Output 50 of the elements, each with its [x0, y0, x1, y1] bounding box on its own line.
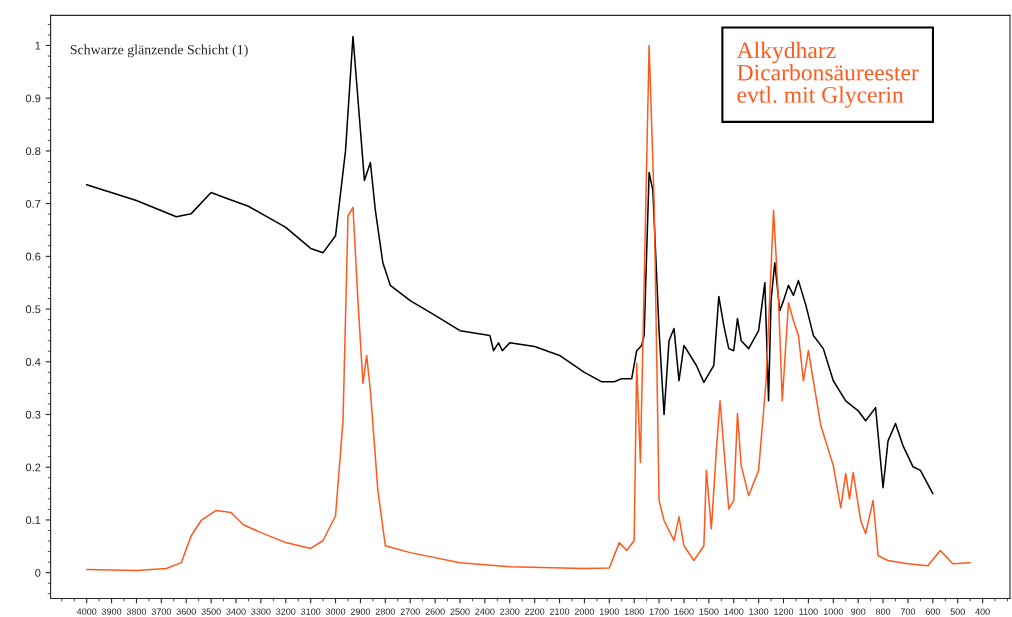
annotation: Schwarze glänzende Schicht (1) [70, 44, 248, 58]
x-tick-label: 1900 [599, 608, 619, 615]
x-tick-label: 2200 [525, 608, 545, 615]
x-tick-label: 1100 [799, 608, 818, 615]
x-tick-label: 2800 [375, 608, 396, 615]
x-tick-label: 3700 [151, 608, 172, 615]
x-tick-label: 1800 [624, 608, 644, 615]
y-tick-label: 0.6 [25, 252, 41, 261]
x-tick-label: 600 [925, 608, 941, 615]
x-tick-label: 3300 [251, 608, 271, 615]
y-tick-label: 0.9 [25, 94, 41, 103]
y-tick-label: 0.5 [25, 305, 41, 314]
x-tick-label: 1500 [699, 608, 719, 615]
x-tick-label: 3800 [126, 608, 147, 615]
x-tick-label: 800 [875, 608, 891, 615]
x-tick-label: 3000 [325, 608, 346, 615]
x-tick-label: 2700 [400, 608, 420, 615]
x-tick-label: 2300 [500, 608, 520, 615]
x-tick-label: 1200 [774, 608, 794, 615]
x-tick-label: 1600 [674, 608, 694, 615]
x-tick-label: 1400 [724, 608, 744, 615]
y-tick-label: 0.2 [25, 463, 41, 472]
x-tick-label: 3500 [201, 608, 221, 615]
x-tick-label: 3100 [300, 608, 321, 615]
x-tick-label: 3900 [101, 608, 122, 615]
x-tick-label: 1700 [649, 608, 669, 615]
y-tick-label: 0.1 [25, 516, 41, 525]
x-tick-label: 400 [975, 608, 990, 615]
x-tick-label: 1000 [823, 608, 843, 615]
x-tick-label: 4000 [76, 608, 97, 615]
x-tick-label: 2400 [475, 608, 495, 615]
x-tick-label: 2000 [574, 608, 595, 615]
x-tick-label: 3200 [276, 608, 296, 615]
x-tick-label: 3400 [226, 608, 246, 615]
y-tick-label: 0.3 [25, 410, 41, 419]
x-tick-label: 500 [950, 608, 965, 615]
annotation: Alkydharz Dicarbonsäureester evtl. mit Glycerin [736, 41, 919, 108]
y-tick-label: 1 [35, 41, 41, 50]
x-tick-label: 3600 [176, 608, 196, 615]
y-tick-label: 0 [35, 568, 41, 577]
x-tick-label: 900 [851, 608, 866, 615]
x-tick-label: 2100 [549, 608, 570, 615]
x-tick-label: 1300 [749, 608, 769, 615]
x-tick-label: 2900 [350, 608, 371, 615]
y-tick-label: 0.7 [25, 199, 41, 208]
x-tick-label: 2600 [425, 608, 445, 615]
y-tick-label: 0.8 [25, 147, 41, 156]
x-tick-label: 2500 [450, 608, 470, 615]
y-tick-label: 0.4 [25, 358, 41, 366]
x-tick-label: 700 [900, 608, 916, 615]
